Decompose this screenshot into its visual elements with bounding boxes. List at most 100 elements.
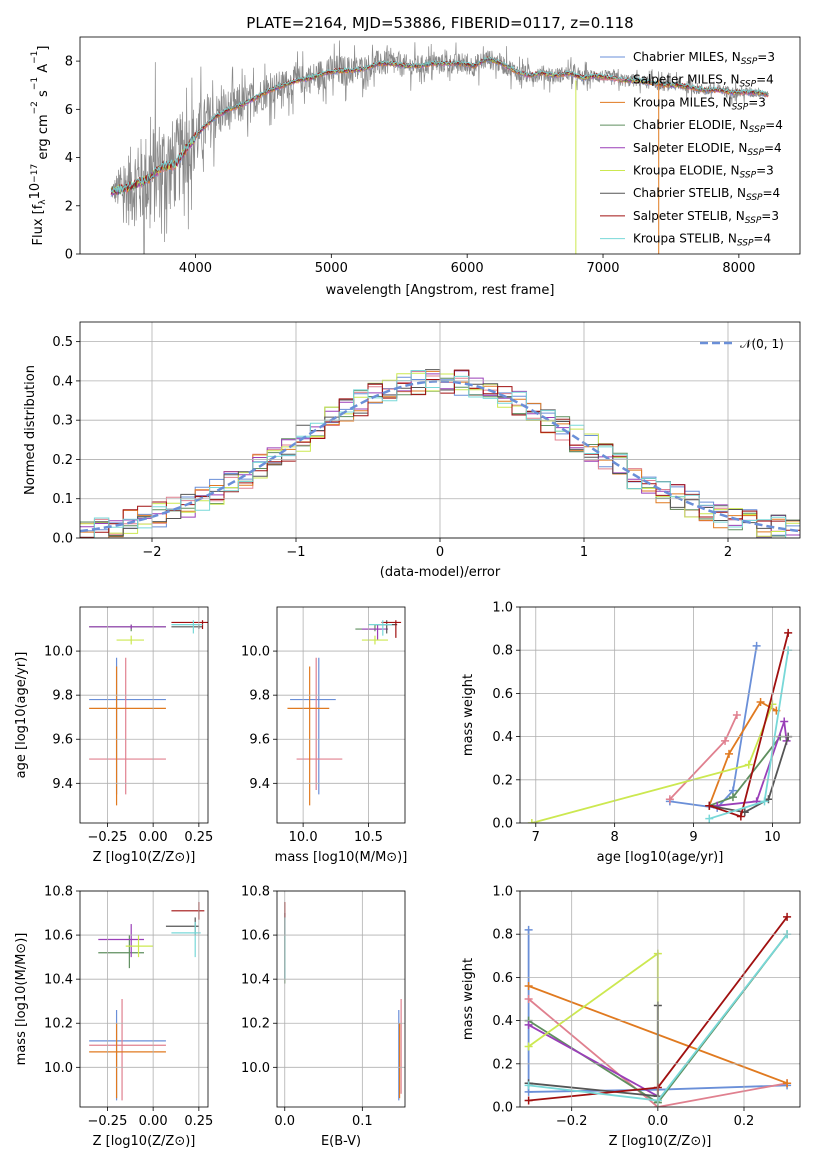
series-marker-kroupa-elodie (744, 760, 753, 769)
series-marker-salpeter-elodie (524, 1020, 533, 1029)
series-marker-salpeter-miles (665, 795, 674, 804)
legend-subscript: SSP (740, 171, 757, 181)
y-tick-label: 1.0 (492, 885, 513, 900)
errorbar-kroupa-stelib (171, 921, 201, 958)
legend-name: Kroupa MILES, N (633, 95, 732, 109)
x-tick-label: 4000 (179, 261, 212, 276)
y-axis-label: mass [log10(M/M⊙)] (14, 933, 29, 1066)
y-tick-label: 0.4 (492, 730, 513, 745)
errorbar-chabrier-stelib (171, 624, 203, 630)
legend-value: =4 (763, 186, 781, 200)
x-tick-label: −1 (286, 545, 305, 560)
legend-entry-kroupa-miles: Kroupa MILES, NSSP=3 (633, 95, 766, 112)
plot-area (89, 620, 208, 806)
legend-subscript: SSP (745, 216, 762, 226)
x-tick-label: 8000 (722, 261, 755, 276)
x-axis-label: mass [log10(M/M⊙)] (275, 850, 408, 865)
y-tick-label: 9.4 (249, 777, 270, 792)
x-axis-label: (data-model)/error (380, 565, 501, 580)
gaussian-legend-label: 𝒩(0, 1) (740, 337, 784, 351)
legend-subscript: SSP (746, 193, 763, 203)
x-tick-label: 0.00 (139, 830, 168, 845)
y-label-part: −1 (30, 77, 40, 90)
x-tick-label: 10.0 (289, 830, 318, 845)
series-line-salpeter-elodie (528, 1024, 659, 1097)
x-axis-label: age [log10(age/yr)] (597, 850, 724, 865)
x-tick-label: −0.2 (556, 1114, 588, 1129)
legend-entry-salpeter-miles: Salpeter MILES, NSSP=4 (633, 73, 774, 90)
legend-subscript: SSP (741, 57, 758, 67)
errorbar-kroupa-miles (89, 666, 166, 806)
legend-subscript: SSP (732, 102, 749, 112)
series-line-chabrier-stelib (709, 736, 790, 814)
errorbar-chabrier-elodie (98, 935, 144, 969)
series-marker-salpeter-stelib (524, 1096, 533, 1105)
series-marker-kroupa-stelib (760, 797, 769, 806)
x-tick-label: 0.1 (352, 1114, 373, 1129)
x-tick-label: 10 (764, 830, 781, 845)
series-marker-kroupa-stelib (705, 814, 714, 823)
x-tick-label: 5000 (315, 261, 348, 276)
y-tick-label: 10.0 (241, 645, 270, 660)
y-label-part: s (36, 90, 51, 101)
y-tick-label: 0.0 (492, 817, 513, 832)
series-marker-kroupa-elodie (527, 819, 536, 823)
axes-frame (519, 890, 801, 1108)
y-tick-label: 10.8 (44, 885, 73, 900)
y-label-part: erg cm (36, 114, 51, 163)
x-axis-label: E(B-V) (321, 1134, 361, 1149)
y-axis-label: mass weight (461, 958, 476, 1040)
y-label-part: A (36, 64, 51, 77)
y-tick-label: 0 (65, 248, 73, 263)
x-tick-label: 7000 (586, 261, 619, 276)
legend-value: =3 (748, 95, 766, 109)
x-tick-label: 8 (611, 830, 619, 845)
y-tick-label: 0.6 (492, 971, 513, 986)
y-label-part: −17 (30, 164, 40, 183)
legend-entry-kroupa-elodie: Kroupa ELODIE, NSSP=3 (633, 164, 774, 181)
errorbar-salpeter-elodie (89, 624, 166, 630)
series-marker-salpeter-miles (524, 995, 533, 1003)
y-label-part: −1 (30, 51, 40, 64)
axes-frame (519, 606, 801, 824)
errorbar-salpeter-miles (89, 657, 166, 795)
series-marker-salpeter-stelib (783, 912, 792, 921)
y-label-part: λ (38, 199, 48, 205)
y-tick-label: 10.2 (241, 1017, 270, 1032)
y-tick-label: 0.0 (52, 532, 73, 547)
series-marker-chabrier-miles (752, 641, 761, 650)
y-tick-label: 0.2 (492, 1057, 513, 1072)
y-tick-label: 10.6 (241, 929, 270, 944)
x-tick-label: 2 (724, 545, 732, 560)
y-label-part: ] (36, 46, 51, 51)
y-tick-label: 2 (65, 199, 73, 214)
legend-value: =3 (756, 164, 774, 178)
errorbar-kroupa-stelib (368, 620, 392, 636)
x-tick-label: −2 (142, 545, 161, 560)
x-axis-label: Z [log10(Z/Z⊙)] (93, 1134, 196, 1149)
y-tick-label: 10.0 (44, 645, 73, 660)
y-axis-label: Flux [fλ10−17 erg cm−2 s−1 A−1] (28, 46, 51, 246)
legend-name: Chabrier ELODIE, N (633, 118, 749, 132)
y-tick-label: 9.6 (249, 733, 270, 748)
y-tick-label: 9.6 (52, 733, 73, 748)
legend-value: =4 (756, 73, 774, 87)
errorbar-kroupa-miles (89, 1023, 166, 1099)
y-label-part: 10 (28, 183, 43, 200)
x-tick-label: 10.5 (354, 830, 383, 845)
series-line-chabrier-stelib (528, 1005, 659, 1098)
legend-subscript: SSP (747, 148, 764, 158)
errorbar-salpeter-elodie (98, 924, 144, 958)
panel-age-vs-mass: 10.0 10.5 9.4 9.6 9.8 10.0 mass [log10(M/M⊙)] (241, 606, 408, 865)
errorbar-chabrier-miles (89, 657, 166, 795)
y-tick-label: 0.5 (52, 335, 73, 350)
panel-mass-vs-z: −0.25 0.00 0.25 10.0 10.2 10.4 10.6 10.8 Z [log1… (14, 885, 213, 1150)
y-tick-label: 10.4 (44, 973, 73, 988)
errorbar-chabrier-elodie (89, 624, 166, 632)
y-tick-label: 0.2 (52, 453, 73, 468)
x-axis-label: Z [log10(Z/Z⊙)] (609, 1134, 712, 1149)
plot-area (110, 40, 769, 254)
series-marker-kroupa-miles (524, 982, 533, 991)
figure-title: PLATE=2164, MJD=53886, FIBERID=0117, z=0… (246, 14, 633, 32)
